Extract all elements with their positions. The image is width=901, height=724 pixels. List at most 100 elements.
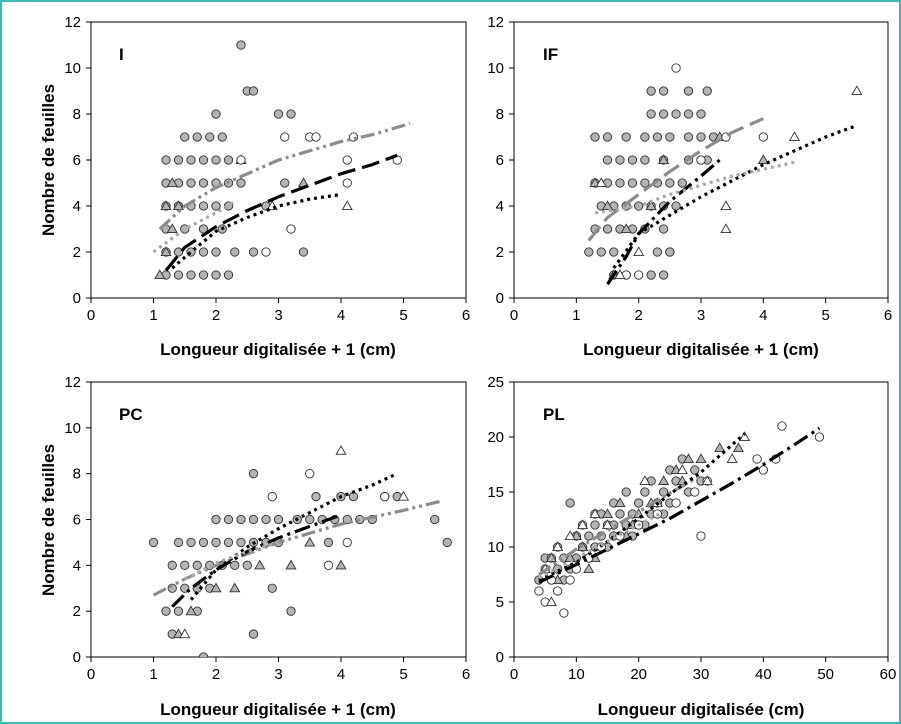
data-point-circle-filled — [236, 537, 246, 548]
data-point-circle-filled — [658, 109, 669, 119]
y-tick-label: 6 — [496, 152, 504, 169]
data-point-circle-filled — [198, 201, 209, 211]
data-point-circle-filled — [323, 537, 334, 548]
data-point-circle-filled — [634, 498, 644, 508]
data-point-circle-filled — [161, 155, 171, 165]
data-point-circle-filled — [173, 247, 184, 257]
data-point-triangle-filled — [185, 605, 197, 616]
data-point-circle-open — [696, 531, 706, 541]
fit-curve-dotted — [184, 540, 279, 581]
y-tick-label: 2 — [496, 244, 504, 261]
data-point-triangle-open — [851, 85, 863, 96]
plot-marks — [148, 445, 452, 657]
data-point-circle-filled — [230, 560, 240, 570]
x-tick-label: 6 — [884, 307, 892, 324]
data-point-circle-filled — [596, 247, 606, 257]
data-point-circle-filled — [677, 178, 687, 188]
x-tick-label: 0 — [510, 307, 518, 324]
data-point-circle-open — [559, 608, 569, 618]
data-point-circle-filled — [652, 132, 663, 142]
y-tick-label: 5 — [496, 594, 504, 611]
y-tick-label: 10 — [64, 420, 81, 437]
data-point-circle-filled — [305, 514, 315, 525]
y-tick-label: 8 — [73, 466, 81, 483]
y-tick-label: 25 — [487, 374, 504, 391]
data-point-circle-filled — [590, 132, 600, 142]
data-point-circle-filled — [696, 132, 706, 142]
data-point-circle-filled — [223, 514, 234, 525]
data-point-triangle-filled — [583, 563, 595, 574]
data-point-circle-open — [236, 155, 246, 165]
data-point-circle-filled — [658, 86, 669, 96]
data-point-triangle-filled — [682, 453, 695, 464]
data-point-circle-filled — [211, 109, 221, 119]
y-tick-label: 10 — [64, 60, 81, 77]
plot-area-border — [513, 381, 889, 658]
y-tick-label: 4 — [73, 557, 81, 574]
data-point-circle-filled — [267, 583, 277, 593]
fit-curve-dash-dot — [606, 158, 721, 286]
data-point-circle-open — [671, 498, 681, 508]
data-point-triangle-filled — [304, 536, 316, 547]
data-point-circle-filled — [186, 270, 196, 280]
data-point-circle-open — [696, 155, 706, 165]
fit-curve-long-dash — [587, 117, 764, 242]
data-point-circle-filled — [640, 155, 650, 165]
data-point-circle-filled — [627, 155, 638, 165]
x-axis-label: Longueur digitalisée (cm) — [598, 700, 805, 719]
data-point-circle-filled — [683, 109, 694, 119]
data-point-triangle-open — [720, 223, 732, 234]
panel-title: IF — [543, 45, 558, 64]
data-point-circle-filled — [609, 247, 619, 257]
data-point-circle-filled — [671, 201, 681, 211]
x-tick-label: 3 — [274, 307, 282, 324]
data-point-circle-filled — [198, 155, 209, 165]
data-point-circle-filled — [248, 86, 259, 96]
data-point-circle-filled — [180, 560, 190, 570]
data-point-circle-filled — [286, 109, 296, 119]
fit-curve-dotted — [538, 507, 671, 580]
x-tick-label: 30 — [693, 666, 710, 683]
data-point-circle-filled — [192, 132, 202, 142]
data-point-triangle-filled — [154, 269, 166, 280]
data-point-triangle-open — [179, 628, 191, 639]
data-point-circle-filled — [248, 514, 259, 525]
data-point-circle-filled — [646, 109, 656, 119]
data-point-triangle-open — [726, 453, 738, 464]
data-point-circle-filled — [198, 270, 209, 280]
data-point-circle-filled — [248, 469, 259, 479]
y-tick-label: 0 — [496, 649, 504, 666]
y-axis-label: Nombre de feuilles — [39, 84, 58, 236]
data-point-circle-filled — [211, 514, 221, 525]
y-tick-label: 0 — [73, 290, 81, 307]
x-tick-label: 10 — [568, 666, 585, 683]
data-point-triangle-filled — [166, 177, 178, 188]
data-point-circle-filled — [205, 132, 215, 142]
data-point-triangle-open — [545, 596, 557, 607]
x-tick-label: 1 — [149, 666, 157, 683]
data-point-triangle-open — [552, 541, 564, 552]
data-point-circle-filled — [640, 487, 650, 497]
y-tick-label: 4 — [496, 198, 504, 215]
x-tick-label: 1 — [572, 307, 580, 324]
x-tick-label: 4 — [759, 307, 767, 324]
data-point-circle-filled — [280, 178, 290, 188]
data-point-triangle-open — [576, 519, 589, 530]
data-point-triangle-open — [639, 475, 651, 486]
x-tick-label: 5 — [399, 666, 407, 683]
data-point-triangle-filled — [254, 559, 266, 570]
data-point-triangle-filled — [601, 200, 614, 211]
data-point-circle-filled — [658, 270, 669, 280]
y-tick-label: 20 — [487, 429, 504, 446]
x-tick-label: 5 — [821, 307, 829, 324]
data-point-triangle-open — [335, 445, 347, 455]
data-point-circle-filled — [590, 520, 600, 530]
data-point-circle-filled — [223, 270, 234, 280]
y-tick-label: 10 — [487, 539, 504, 556]
x-tick-label: 60 — [880, 666, 897, 683]
data-point-circle-filled — [683, 86, 694, 96]
